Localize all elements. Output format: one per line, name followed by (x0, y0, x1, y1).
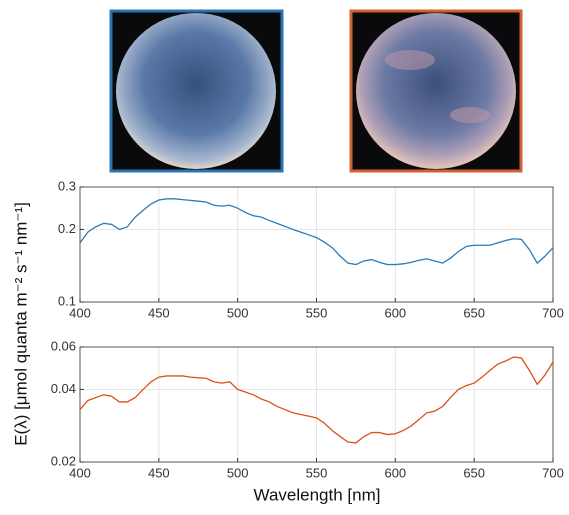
axes-box (79, 346, 554, 463)
x-tick-label: 500 (227, 305, 249, 320)
x-tick-label: 550 (306, 305, 328, 320)
y-tick-label: 0.02 (51, 453, 76, 468)
x-tick-label: 650 (463, 465, 485, 480)
data-line (79, 198, 554, 266)
y-axis-label: E(λ) [μmol quanta m⁻² s⁻¹ nm⁻¹] (11, 202, 30, 446)
sky-image-cloudy (349, 9, 523, 173)
x-tick-label: 550 (306, 465, 328, 480)
x-tick-label: 600 (384, 465, 406, 480)
x-tick-label: 700 (542, 465, 564, 480)
x-tick-label: 650 (463, 305, 485, 320)
y-tick-label: 0.3 (58, 178, 76, 193)
data-line (79, 356, 554, 444)
x-tick-label: 400 (69, 465, 91, 480)
x-axis-label: Wavelength [nm] (254, 485, 381, 504)
x-tick-label: 400 (69, 305, 91, 320)
x-tick-label: 450 (148, 305, 170, 320)
sky-image-clear (109, 9, 284, 173)
y-tick-label: 0.04 (51, 381, 76, 396)
y-tick-label: 0.06 (51, 338, 76, 353)
axes-box (79, 186, 554, 303)
x-tick-label: 600 (384, 305, 406, 320)
x-tick-label: 700 (542, 305, 564, 320)
x-tick-label: 500 (227, 465, 249, 480)
x-tick-label: 450 (148, 465, 170, 480)
y-tick-label: 0.2 (58, 221, 76, 236)
y-tick-label: 0.1 (58, 293, 76, 308)
